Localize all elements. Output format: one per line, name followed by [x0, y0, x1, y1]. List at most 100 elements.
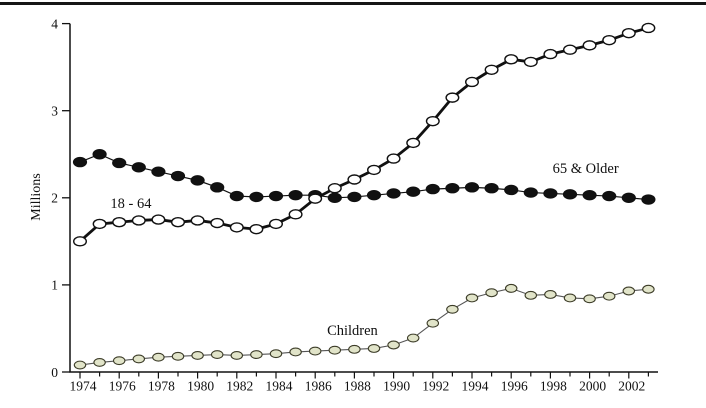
marker-children — [485, 288, 498, 298]
marker-18-64 — [602, 34, 617, 46]
y-tick-label: 0 — [51, 365, 58, 380]
marker-65-older — [288, 189, 303, 201]
marker-children — [250, 350, 263, 360]
series-label-children: Children — [327, 323, 378, 339]
x-tick-label: 1974 — [70, 379, 97, 394]
x-tick-label: 1978 — [148, 379, 175, 394]
marker-18-64 — [347, 174, 362, 185]
marker-65-older — [72, 156, 88, 168]
marker-18-64 — [269, 218, 284, 230]
marker-children — [152, 352, 165, 362]
marker-65-older — [268, 190, 284, 202]
marker-65-older — [582, 189, 597, 201]
marker-18-64 — [308, 193, 323, 204]
marker-65-older — [523, 187, 538, 198]
marker-18-64 — [563, 44, 578, 55]
x-tick-label: 1976 — [109, 379, 136, 394]
marker-65-older — [112, 157, 127, 169]
marker-18-64 — [425, 115, 440, 127]
marker-children — [93, 357, 106, 367]
marker-children — [465, 293, 479, 303]
marker-65-older — [602, 190, 617, 202]
marker-children — [583, 294, 596, 304]
x-tick-label: 1988 — [344, 379, 371, 394]
series-label-65-older: 65 & Older — [553, 161, 619, 177]
marker-65-older — [151, 166, 166, 177]
series-label-18-64: 18 - 64 — [110, 196, 152, 212]
marker-65-older — [327, 192, 342, 204]
marker-18-64 — [445, 92, 460, 103]
marker-children — [328, 345, 342, 355]
marker-18-64 — [523, 56, 538, 68]
marker-18-64 — [465, 76, 480, 88]
marker-65-older — [190, 175, 205, 186]
marker-children — [446, 304, 459, 314]
x-tick-label: 1990 — [383, 379, 410, 394]
x-tick-label: 1992 — [422, 379, 449, 394]
marker-65-older — [347, 191, 362, 203]
x-tick-label: 1986 — [305, 379, 332, 394]
top-border-rule — [0, 2, 706, 5]
marker-18-64 — [112, 216, 127, 228]
marker-18-64 — [406, 137, 421, 149]
x-tick-label: 1980 — [187, 379, 214, 394]
marker-65-older — [464, 182, 480, 193]
marker-65-older — [92, 149, 107, 160]
x-tick-label: 2002 — [618, 379, 645, 394]
marker-children — [191, 351, 204, 360]
marker-children — [544, 290, 557, 299]
marker-18-64 — [327, 183, 342, 194]
marker-18-64 — [170, 216, 185, 228]
marker-children — [210, 350, 224, 360]
marker-65-older — [406, 186, 421, 197]
marker-65-older — [366, 189, 382, 201]
marker-18-64 — [641, 22, 656, 34]
marker-children — [230, 351, 244, 360]
marker-children — [563, 293, 577, 303]
y-tick-label: 2 — [51, 191, 58, 206]
marker-children — [308, 346, 322, 356]
marker-children — [524, 290, 538, 300]
x-tick-label: 1996 — [501, 379, 528, 394]
series-line-18-64 — [79, 26, 649, 243]
marker-18-64 — [210, 217, 225, 229]
x-tick-label: 1994 — [462, 379, 489, 394]
marker-65-older — [229, 190, 244, 202]
marker-18-64 — [229, 222, 244, 233]
marker-18-64 — [621, 27, 636, 39]
marker-18-64 — [582, 40, 597, 51]
marker-18-64 — [543, 48, 558, 60]
marker-children — [387, 340, 400, 350]
x-tick-label: 2000 — [579, 379, 606, 394]
marker-18-64 — [249, 223, 264, 235]
marker-18-64 — [484, 64, 499, 75]
marker-18-64 — [504, 54, 519, 65]
marker-children — [171, 351, 185, 361]
marker-children — [426, 318, 440, 328]
y-tick-label: 3 — [51, 104, 58, 119]
marker-65-older — [484, 183, 499, 194]
marker-children — [73, 360, 87, 370]
marker-18-64 — [131, 215, 146, 226]
marker-children — [367, 344, 381, 353]
y-tick-label: 4 — [51, 16, 58, 31]
y-tick-label: 1 — [51, 278, 58, 293]
marker-65-older — [425, 183, 440, 195]
marker-children — [348, 344, 361, 354]
marker-children — [289, 347, 302, 357]
marker-18-64 — [92, 218, 107, 230]
x-tick-label: 1998 — [540, 379, 567, 394]
marker-65-older — [386, 188, 401, 199]
marker-65-older — [170, 170, 186, 182]
marker-18-64 — [367, 164, 382, 176]
marker-65-older — [249, 191, 264, 203]
marker-18-64 — [386, 153, 401, 164]
y-axis-title: Millions — [29, 173, 44, 220]
marker-65-older — [641, 194, 656, 205]
marker-children — [504, 283, 518, 293]
marker-18-64 — [151, 214, 166, 225]
marker-children — [622, 286, 636, 296]
marker-65-older — [504, 184, 519, 196]
